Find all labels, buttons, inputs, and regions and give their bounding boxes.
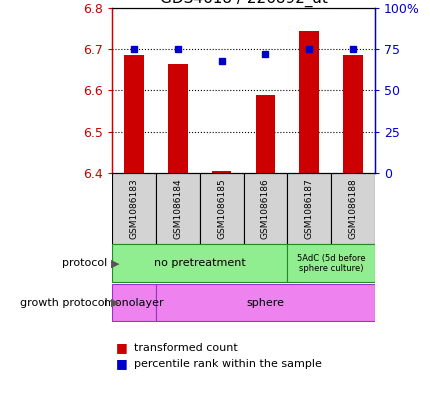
- Bar: [124, 55, 144, 173]
- Bar: [156, 284, 374, 321]
- Bar: [243, 173, 287, 244]
- Text: ■: ■: [116, 341, 128, 354]
- Text: GSM1086186: GSM1086186: [260, 178, 269, 239]
- Bar: [287, 244, 374, 282]
- Bar: [168, 64, 187, 173]
- Text: GSM1086187: GSM1086187: [304, 178, 313, 239]
- Text: transformed count: transformed count: [133, 343, 237, 353]
- Bar: [112, 284, 156, 321]
- Text: percentile rank within the sample: percentile rank within the sample: [133, 358, 321, 369]
- Bar: [330, 173, 374, 244]
- Text: ▶: ▶: [111, 258, 120, 268]
- Title: GDS4618 / 226892_at: GDS4618 / 226892_at: [159, 0, 327, 7]
- Text: sphere: sphere: [246, 298, 284, 308]
- Text: monolayer: monolayer: [104, 298, 163, 308]
- Bar: [255, 95, 275, 173]
- Text: ▶: ▶: [111, 298, 120, 308]
- Text: ■: ■: [116, 357, 128, 370]
- Text: GSM1086184: GSM1086184: [173, 178, 182, 239]
- Bar: [211, 171, 231, 173]
- Bar: [299, 31, 318, 173]
- Text: 5AdC (5d before
sphere culture): 5AdC (5d before sphere culture): [296, 253, 365, 273]
- Text: protocol: protocol: [62, 258, 108, 268]
- Bar: [112, 244, 287, 282]
- Text: GSM1086188: GSM1086188: [348, 178, 357, 239]
- Text: no pretreatment: no pretreatment: [154, 258, 245, 268]
- Text: GSM1086185: GSM1086185: [217, 178, 226, 239]
- Bar: [287, 173, 330, 244]
- Text: GSM1086183: GSM1086183: [129, 178, 138, 239]
- Bar: [156, 173, 199, 244]
- Bar: [199, 173, 243, 244]
- Bar: [342, 55, 362, 173]
- Text: growth protocol: growth protocol: [20, 298, 108, 308]
- Bar: [112, 173, 156, 244]
